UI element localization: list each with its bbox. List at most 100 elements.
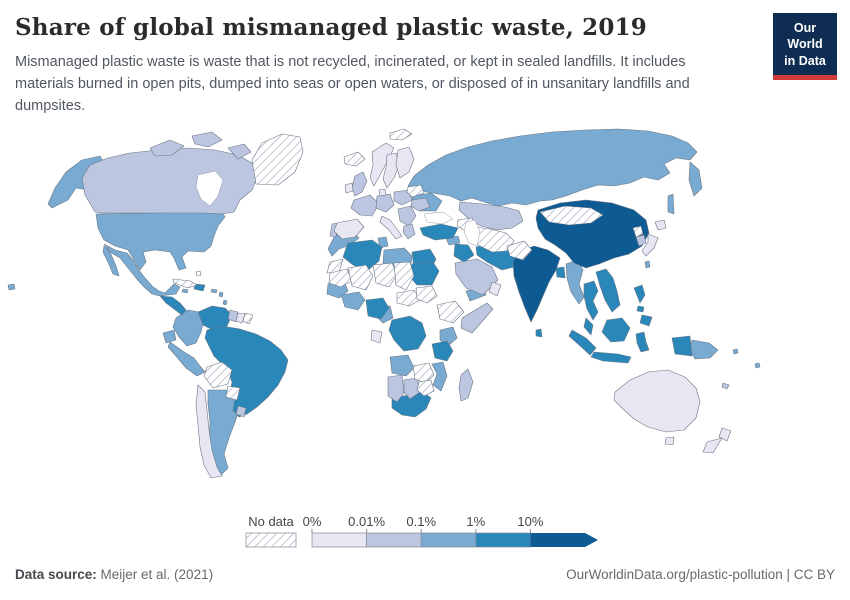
country-bahamas[interactable] bbox=[195, 270, 202, 277]
country-papua-new-guinea[interactable] bbox=[689, 339, 719, 360]
country-tanzania[interactable] bbox=[431, 340, 454, 362]
country-somalia[interactable] bbox=[460, 302, 494, 334]
region-indonesian-papua[interactable] bbox=[671, 335, 693, 357]
country-baja[interactable] bbox=[102, 245, 120, 277]
country-brazil[interactable] bbox=[204, 325, 289, 418]
country-canada[interactable] bbox=[81, 147, 259, 215]
country-mozambique[interactable] bbox=[431, 361, 448, 392]
country-new-caledonia[interactable] bbox=[721, 382, 730, 390]
country-bangladesh[interactable] bbox=[555, 266, 566, 279]
country-taiwan[interactable] bbox=[644, 260, 651, 269]
country-antilles-south[interactable] bbox=[222, 299, 228, 306]
country-hawaii[interactable] bbox=[7, 283, 16, 291]
country-niger[interactable] bbox=[372, 262, 398, 288]
country-ethiopia[interactable] bbox=[436, 300, 465, 324]
country-greenland[interactable] bbox=[251, 133, 304, 186]
country-italy[interactable] bbox=[379, 215, 403, 240]
country-venezuela[interactable] bbox=[197, 305, 233, 332]
country-chad[interactable] bbox=[393, 261, 415, 291]
country-tasmania[interactable] bbox=[664, 436, 675, 446]
country-angola[interactable] bbox=[389, 354, 415, 377]
owid-logo[interactable]: Our World in Data bbox=[773, 13, 837, 80]
region-arctic-islands-2[interactable] bbox=[191, 131, 223, 148]
country-zambia[interactable] bbox=[412, 362, 435, 384]
country-afghanistan[interactable] bbox=[506, 240, 533, 261]
country-turkey[interactable] bbox=[419, 223, 459, 241]
country-malaysia[interactable] bbox=[583, 317, 594, 336]
country-nz-south[interactable] bbox=[702, 437, 723, 454]
country-bolivia[interactable] bbox=[203, 361, 233, 389]
legend-band-2[interactable] bbox=[420, 532, 477, 548]
country-mongolia[interactable] bbox=[539, 205, 604, 226]
country-sudan[interactable] bbox=[408, 260, 440, 286]
country-solomon-islands[interactable] bbox=[732, 348, 739, 355]
country-south-korea[interactable] bbox=[635, 234, 647, 247]
country-japan-honshu[interactable] bbox=[641, 233, 659, 257]
country-central-african-republic[interactable] bbox=[396, 289, 421, 307]
region-java[interactable] bbox=[590, 351, 632, 364]
country-uruguay[interactable] bbox=[235, 405, 247, 418]
legend-band-0[interactable] bbox=[311, 532, 367, 548]
country-germany[interactable] bbox=[375, 193, 395, 213]
country-nigeria[interactable] bbox=[365, 297, 390, 320]
country-mali[interactable] bbox=[347, 264, 374, 291]
country-philippines-luzon[interactable] bbox=[633, 284, 646, 304]
country-thailand[interactable] bbox=[583, 280, 599, 321]
country-france[interactable] bbox=[350, 194, 380, 217]
country-ecuador[interactable] bbox=[162, 329, 177, 344]
country-hispaniola[interactable] bbox=[193, 283, 206, 292]
region-borneo[interactable] bbox=[601, 317, 631, 343]
country-fiji[interactable] bbox=[754, 362, 761, 369]
country-india[interactable] bbox=[512, 245, 561, 323]
country-namibia[interactable] bbox=[387, 374, 405, 403]
country-central-america[interactable] bbox=[159, 295, 187, 316]
country-peru[interactable] bbox=[167, 341, 206, 377]
country-paraguay[interactable] bbox=[225, 385, 241, 401]
country-madagascar[interactable] bbox=[458, 368, 474, 402]
country-french-guiana[interactable] bbox=[242, 312, 254, 325]
country-guyana[interactable] bbox=[227, 309, 239, 323]
country-uk[interactable] bbox=[351, 171, 368, 197]
country-sri-lanka[interactable] bbox=[535, 328, 543, 338]
country-suriname[interactable] bbox=[235, 312, 246, 324]
country-philippines-visayas[interactable] bbox=[636, 305, 645, 313]
country-sweden[interactable] bbox=[382, 152, 400, 189]
country-romania[interactable] bbox=[410, 197, 431, 212]
country-colombia[interactable] bbox=[172, 309, 205, 347]
country-mexico[interactable] bbox=[103, 243, 181, 297]
country-usa[interactable] bbox=[95, 209, 226, 271]
legend-band-1[interactable] bbox=[366, 532, 422, 548]
country-russia[interactable] bbox=[407, 128, 698, 207]
region-kamchatka[interactable] bbox=[688, 161, 703, 197]
country-chile[interactable] bbox=[195, 384, 223, 479]
country-iceland[interactable] bbox=[343, 151, 366, 167]
country-spain[interactable] bbox=[333, 218, 365, 240]
world-map[interactable] bbox=[0, 125, 850, 515]
country-norway[interactable] bbox=[369, 142, 395, 187]
country-iraq[interactable] bbox=[453, 243, 475, 263]
country-belarus[interactable] bbox=[406, 184, 425, 198]
country-cuba[interactable] bbox=[172, 278, 198, 289]
country-jamaica[interactable] bbox=[181, 288, 189, 294]
region-arctic-islands-3[interactable] bbox=[227, 143, 252, 160]
country-denmark[interactable] bbox=[378, 188, 387, 197]
country-south-sudan[interactable] bbox=[415, 285, 438, 304]
country-philippines-mindanao[interactable] bbox=[639, 314, 653, 327]
region-sakhalin[interactable] bbox=[667, 193, 675, 215]
region-sulawesi[interactable] bbox=[635, 331, 650, 353]
country-dr-congo[interactable] bbox=[388, 315, 427, 352]
country-north-korea[interactable] bbox=[632, 225, 644, 238]
footer-link[interactable]: OurWorldinData.org/plastic-pollution | C… bbox=[566, 567, 835, 582]
region-arctic-islands-1[interactable] bbox=[149, 139, 185, 157]
country-japan-hokkaido[interactable] bbox=[654, 219, 667, 231]
region-balkans[interactable] bbox=[397, 205, 417, 227]
country-australia[interactable] bbox=[613, 369, 701, 433]
country-mauritania[interactable] bbox=[328, 268, 353, 288]
legend-band-4-arrow[interactable] bbox=[530, 533, 598, 547]
country-oman[interactable] bbox=[488, 281, 502, 297]
legend-band-3[interactable] bbox=[475, 532, 531, 548]
country-greece[interactable] bbox=[402, 223, 416, 240]
country-svalbard[interactable] bbox=[389, 128, 413, 141]
region-sumatra[interactable] bbox=[568, 329, 597, 356]
country-ireland[interactable] bbox=[344, 182, 354, 194]
